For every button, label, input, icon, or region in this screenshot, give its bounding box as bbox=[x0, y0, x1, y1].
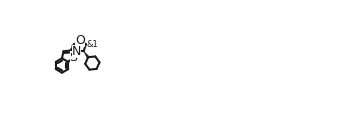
Text: &1: &1 bbox=[86, 40, 98, 49]
Text: N: N bbox=[72, 45, 81, 58]
Text: S: S bbox=[70, 51, 78, 64]
Text: O: O bbox=[75, 34, 85, 47]
Polygon shape bbox=[84, 51, 89, 58]
